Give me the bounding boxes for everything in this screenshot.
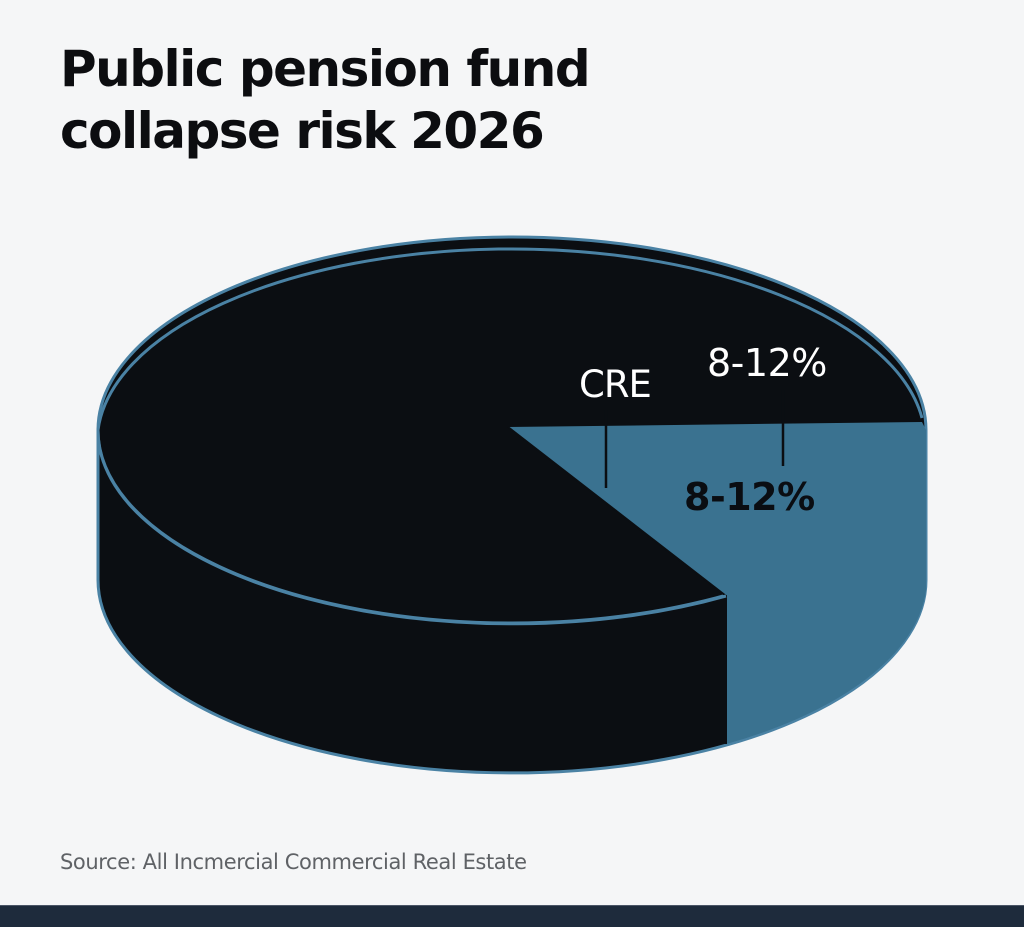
footer-band (0, 905, 1024, 927)
chart-title: Public pension fund collapse risk 2026 (60, 38, 760, 162)
source-note: Source: All Incmercial Commercial Real E… (60, 850, 527, 874)
cre-slice-top (508, 422, 926, 744)
cre-slice-label: CRE (579, 363, 652, 406)
chart-title-line-1: Public pension fund (60, 40, 591, 98)
chart-title-line-2: collapse risk 2026 (60, 102, 545, 160)
cre-value-label-inside: 8-12% (684, 475, 815, 519)
top-face-rim (96, 247, 924, 626)
cre-value-label-top: 8-12% (707, 341, 827, 385)
